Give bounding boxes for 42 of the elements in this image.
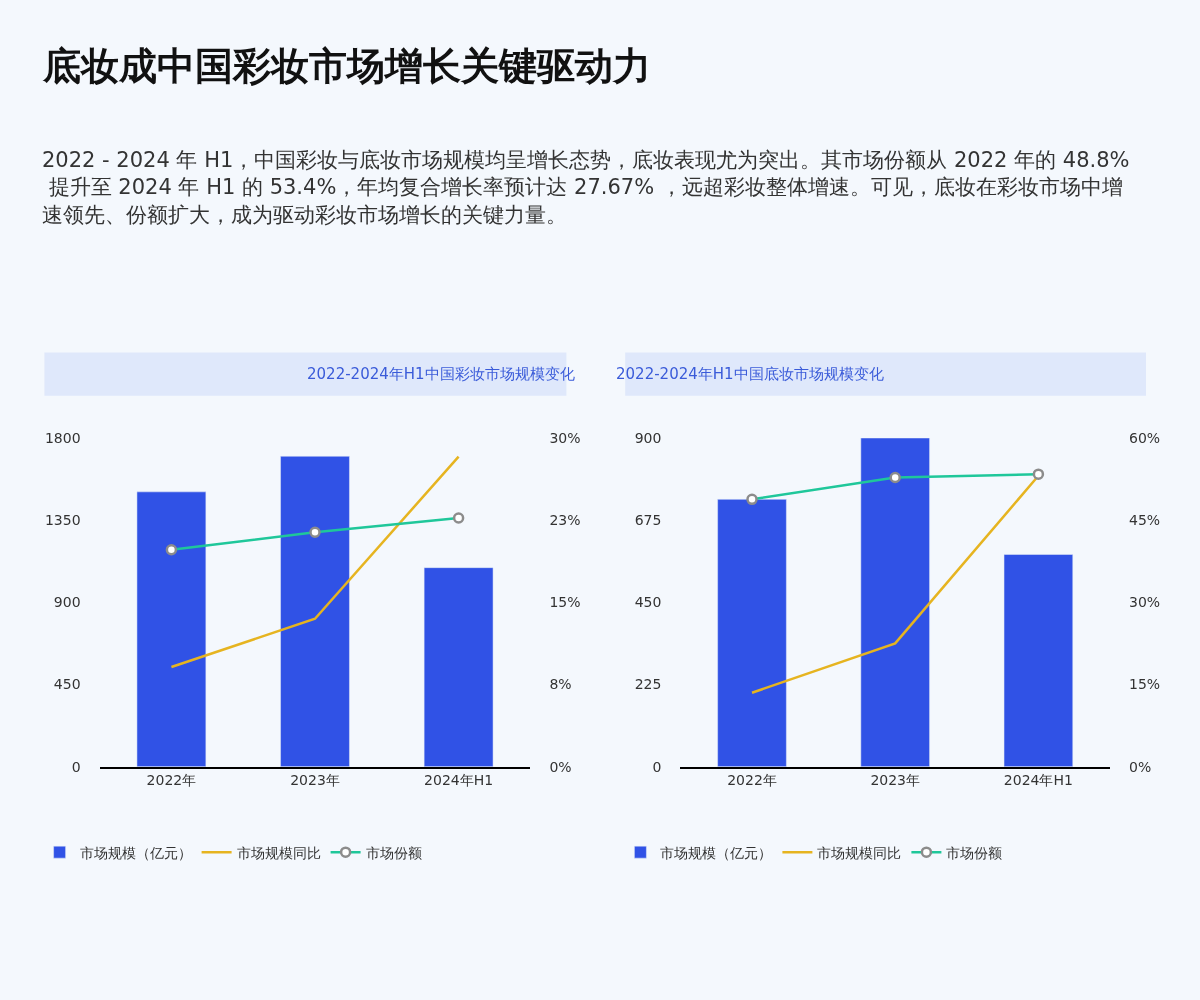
x-tick-label: 2023年 bbox=[290, 772, 340, 789]
text: 底妆成中国彩妆市场增长关键驱动力 bbox=[42, 44, 651, 88]
legend-label: 市场规模（亿元） bbox=[660, 844, 773, 861]
bar bbox=[280, 456, 350, 767]
chart-title: 2022-2024年H1中国彩妆市场规模变化 bbox=[307, 365, 575, 383]
y-tick-label: 675 bbox=[634, 512, 662, 529]
bar bbox=[860, 438, 930, 767]
y2-tick-label: 23% bbox=[549, 512, 581, 529]
x-tick-label: 2022年 bbox=[727, 772, 777, 789]
legend-label: 市场规模同比 bbox=[817, 844, 902, 861]
y-tick-label: 450 bbox=[634, 594, 662, 611]
y2-tick-label: 0% bbox=[1129, 758, 1152, 775]
y2-tick-label: 30% bbox=[549, 429, 581, 446]
legend-label: 市场规模（亿元） bbox=[79, 844, 192, 861]
chart-title: 2022-2024年H1中国底妆市场规模变化 bbox=[616, 365, 884, 383]
y2-tick-label: 15% bbox=[1129, 676, 1161, 693]
x-tick-label: 2022年 bbox=[146, 772, 197, 789]
legend-label: 市场份额 bbox=[946, 844, 1003, 861]
y2-tick-label: 60% bbox=[1129, 429, 1161, 446]
x-tick-label: 2024年H1 bbox=[424, 772, 494, 789]
y2-tick-label: 8% bbox=[549, 676, 572, 693]
bar bbox=[423, 567, 494, 767]
bar bbox=[717, 499, 787, 767]
y-tick-label: 450 bbox=[53, 676, 81, 693]
y-tick-label: 900 bbox=[53, 594, 81, 611]
x-tick-label: 2023年 bbox=[870, 772, 921, 789]
y-tick-label: 0 bbox=[652, 758, 662, 775]
y-tick-label: 0 bbox=[71, 758, 81, 775]
legend-label: 市场规模同比 bbox=[236, 844, 321, 861]
text: 2022 - 2024 年 H1，中国彩妆与底妆市场规模均呈增长态势，底妆表现尤为突出。其市场份额从 2022 年的 48.8% 提升至 2024 年 H1 的 53.4%，年均复合增长率预计达 27.67% ，远超彩妆整体增速。可见，底妆在彩妆市场中增速领先、份额扩大，成为驱动彩妆市场增长的关键力量。 bbox=[42, 148, 1130, 227]
bar bbox=[136, 491, 207, 767]
y2-tick-label: 15% bbox=[549, 594, 581, 611]
y-tick-label: 1800 bbox=[44, 429, 81, 446]
y-tick-label: 225 bbox=[634, 676, 662, 693]
y2-tick-label: 45% bbox=[1129, 512, 1161, 529]
y2-tick-label: 0% bbox=[549, 758, 572, 775]
x-tick-label: 2024年H1 bbox=[1003, 772, 1073, 789]
y2-tick-label: 30% bbox=[1129, 594, 1161, 611]
legend-label: 市场份额 bbox=[365, 844, 422, 861]
y-tick-label: 1350 bbox=[44, 512, 81, 529]
y-tick-label: 900 bbox=[634, 429, 662, 446]
bar bbox=[1003, 554, 1074, 767]
